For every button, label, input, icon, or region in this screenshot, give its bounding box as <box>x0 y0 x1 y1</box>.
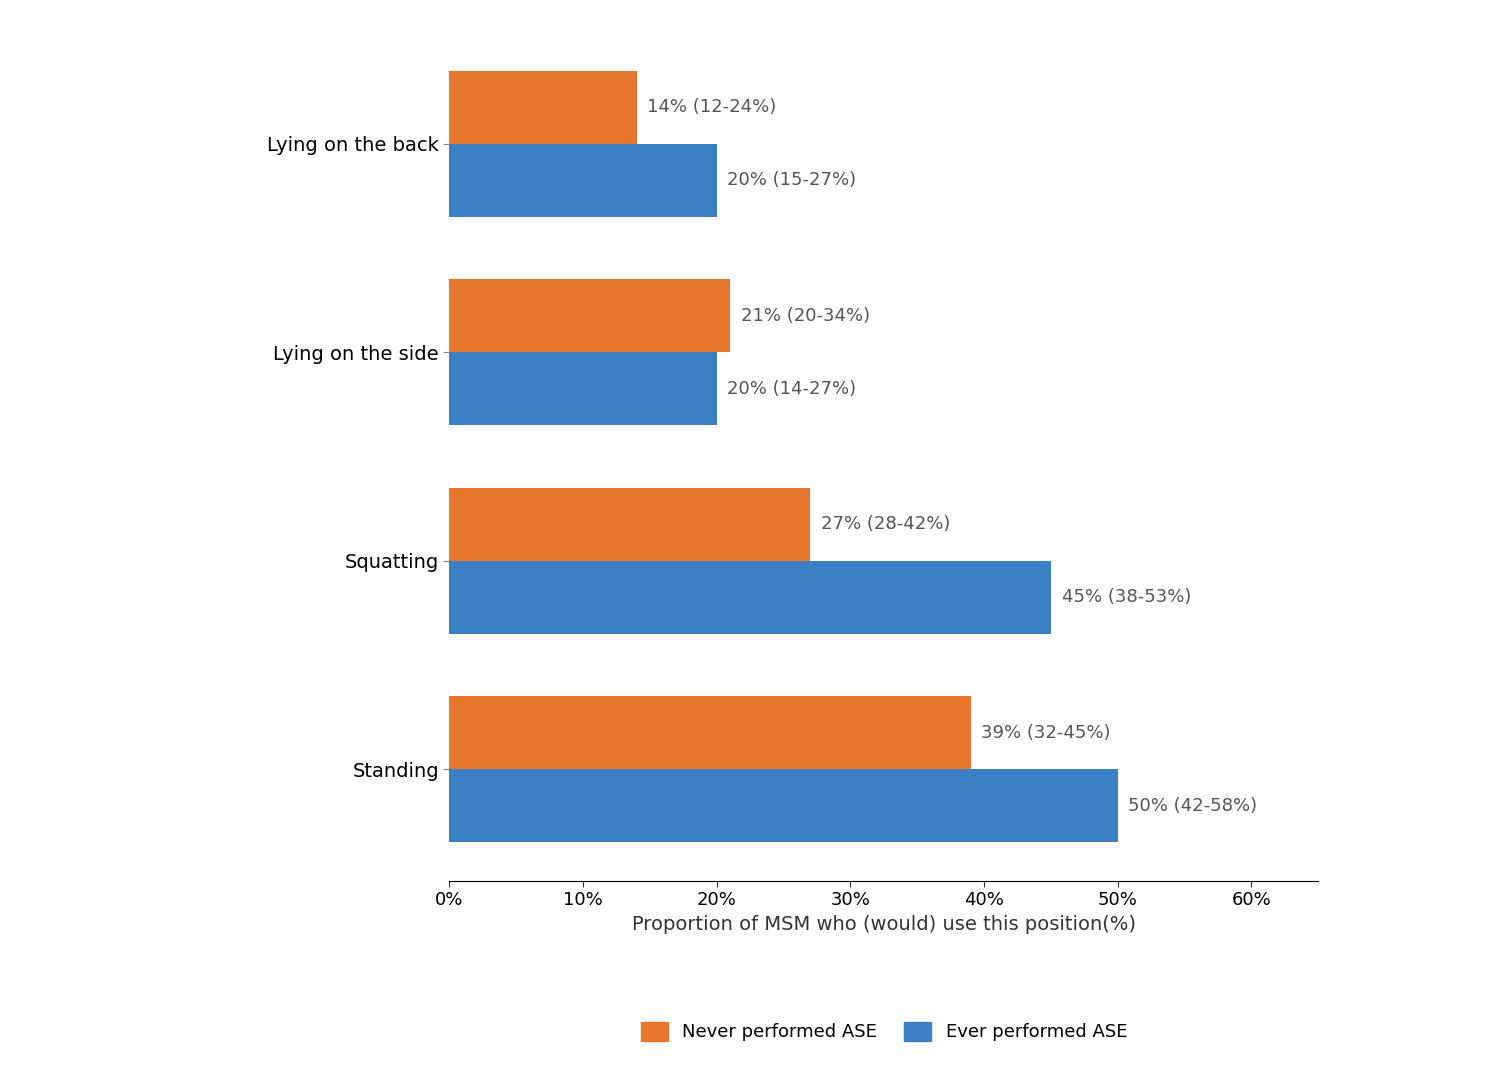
Bar <box>449 769 1118 842</box>
Bar <box>449 352 716 425</box>
Text: 45% (38-53%): 45% (38-53%) <box>1062 589 1191 606</box>
Bar <box>449 488 810 561</box>
Bar <box>449 696 971 769</box>
Bar <box>449 144 716 217</box>
Text: 39% (32-45%): 39% (32-45%) <box>981 724 1112 742</box>
Text: 20% (14-27%): 20% (14-27%) <box>728 380 857 397</box>
Text: 14% (12-24%): 14% (12-24%) <box>647 98 776 116</box>
Bar <box>449 279 730 352</box>
Text: 50% (42-58%): 50% (42-58%) <box>1128 797 1257 815</box>
Text: 20% (15-27%): 20% (15-27%) <box>728 171 857 189</box>
Text: 21% (20-34%): 21% (20-34%) <box>742 307 870 324</box>
Bar <box>449 71 637 144</box>
X-axis label: Proportion of MSM who (would) use this position(%): Proportion of MSM who (would) use this p… <box>632 915 1135 933</box>
Bar <box>449 561 1052 634</box>
Legend: Never performed ASE, Ever performed ASE: Never performed ASE, Ever performed ASE <box>641 1022 1126 1042</box>
Text: 27% (28-42%): 27% (28-42%) <box>821 516 950 533</box>
